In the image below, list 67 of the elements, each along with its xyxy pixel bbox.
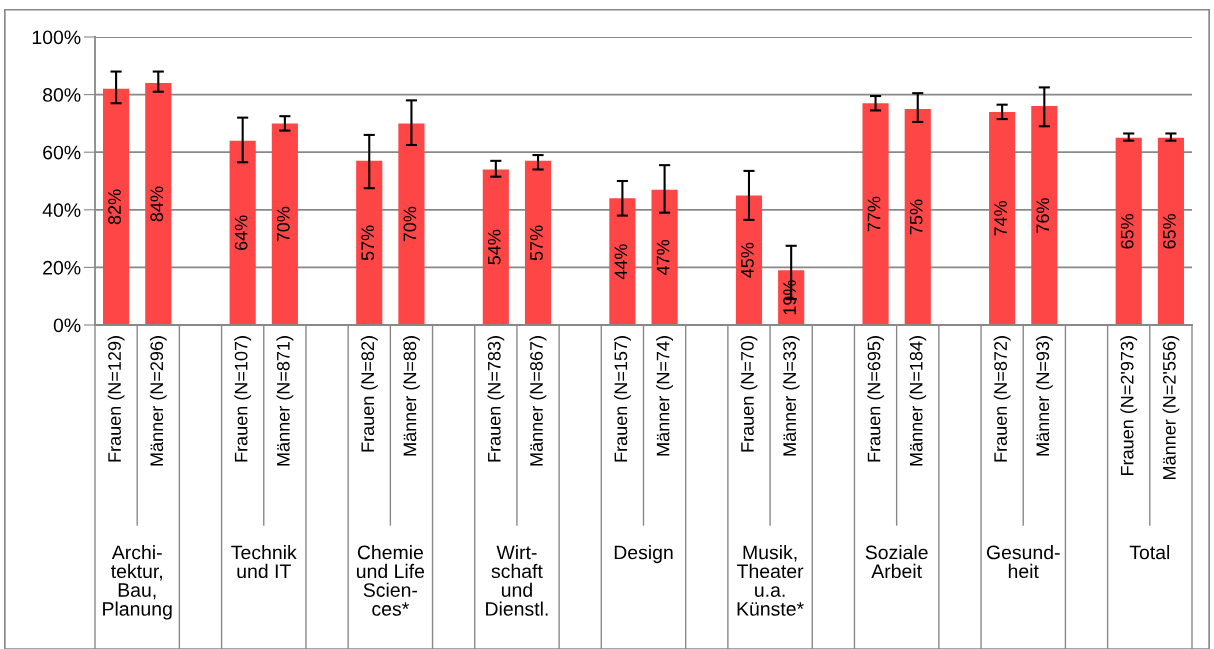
x-tick-label: Männer (N=2'556)	[1162, 336, 1180, 479]
bar	[271, 123, 298, 325]
bar	[524, 160, 552, 325]
data-label: 44%	[614, 244, 628, 280]
y-tick-label: 60%	[43, 145, 81, 160]
x-tick-label: Männer (N=74)	[656, 336, 673, 456]
x-tick-label: Männer (N=867)	[529, 336, 547, 466]
data-label: 45%	[741, 242, 754, 278]
data-label: 82%	[108, 189, 121, 225]
bar	[862, 103, 889, 325]
text: Total	[1129, 545, 1170, 560]
data-label: 65%	[1162, 213, 1176, 249]
x-tick-label: Frauen (N=107)	[234, 336, 252, 462]
text: Chemie und Life Scien- ces*	[357, 545, 425, 616]
x-tick-label: Männer (N=33)	[782, 336, 800, 456]
y-tick-label: 0%	[53, 318, 81, 333]
x-tick-label: Frauen (N=82)	[360, 336, 378, 452]
x-tick-label: Männer (N=93)	[1035, 336, 1053, 456]
bar	[356, 160, 383, 325]
bar	[482, 169, 509, 325]
text: Wirt- schaft und Dienstl.	[486, 545, 548, 616]
bar	[609, 198, 636, 325]
x-tick-label: Männer (N=871)	[276, 336, 294, 466]
bar	[398, 123, 425, 325]
y-tick-label: 20%	[43, 260, 81, 275]
data-label: 74%	[994, 201, 1007, 236]
data-label: 76%	[1036, 198, 1050, 233]
bar	[989, 111, 1016, 325]
data-label: 57%	[530, 225, 543, 261]
data-label: 54%	[487, 229, 501, 265]
text: Design	[614, 545, 673, 564]
x-tick-label: Männer (N=184)	[909, 336, 927, 466]
data-label: 47%	[656, 239, 670, 275]
y-tick-label: 40%	[42, 203, 81, 218]
text: Musik, Theater u.a. Künste*	[737, 545, 804, 616]
x-tick-label: Frauen (N=70)	[740, 336, 758, 452]
text: Gesund- heit	[986, 545, 1060, 579]
bar	[1115, 137, 1142, 325]
bar	[1157, 137, 1184, 325]
data-label: 77%	[867, 196, 881, 232]
bar	[735, 195, 763, 325]
x-tick-label: Frauen (N=695)	[867, 336, 884, 462]
x-tick-label: Männer (N=296)	[149, 336, 167, 466]
data-label: 70%	[403, 206, 417, 242]
x-tick-label: Männer (N=88)	[403, 336, 420, 456]
bar	[229, 140, 256, 325]
bar	[904, 109, 931, 325]
data-label: 84%	[150, 186, 164, 222]
bar	[651, 189, 678, 325]
bar	[1031, 106, 1058, 325]
x-tick-label: Frauen (N=157)	[613, 336, 631, 462]
x-tick-label: Frauen (N=872)	[993, 336, 1011, 462]
data-label: 70%	[276, 206, 290, 242]
y-tick-label: 100%	[32, 30, 81, 45]
text: Technik und IT	[231, 545, 297, 579]
data-label: 57%	[361, 225, 375, 261]
text: Soziale Arbeit	[865, 545, 928, 579]
text: Archi- tektur, Bau, Planung	[103, 545, 172, 620]
data-label: 65%	[1120, 213, 1134, 249]
bar	[145, 83, 172, 325]
y-tick-label: 80%	[43, 88, 81, 102]
data-label: 64%	[234, 215, 248, 250]
bar	[103, 88, 130, 325]
x-tick-label: Frauen (N=783)	[487, 336, 505, 462]
x-tick-label: Frauen (N=129)	[107, 336, 125, 462]
data-label: 75%	[909, 199, 923, 235]
x-tick-label: Frauen (N=2'973)	[1120, 336, 1138, 475]
